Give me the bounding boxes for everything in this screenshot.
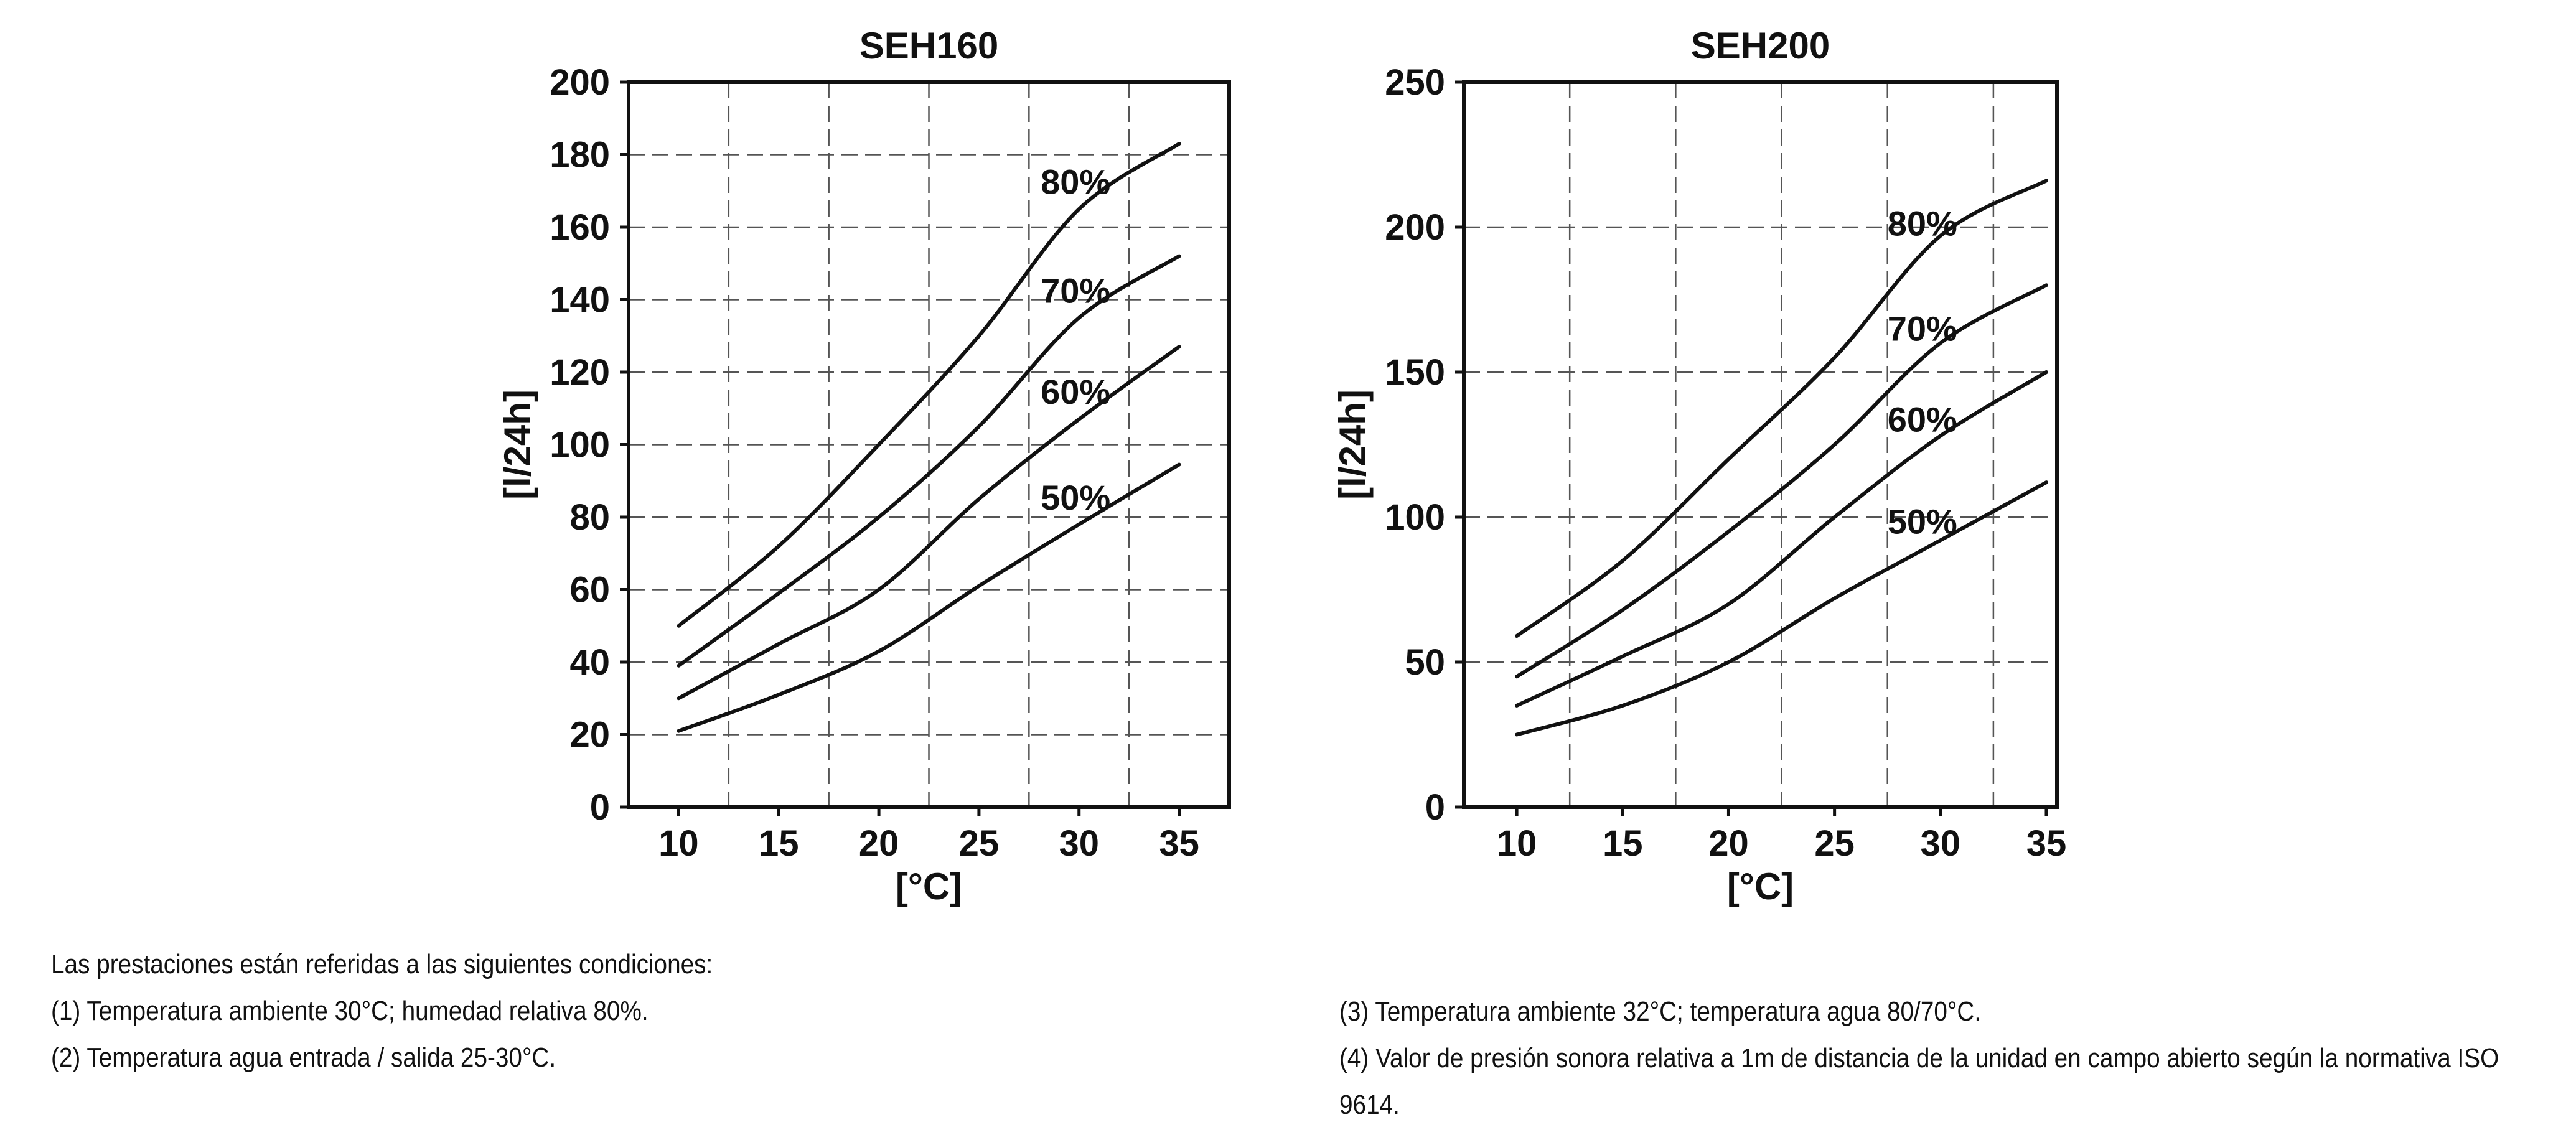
chart-title: SEH200 bbox=[1691, 25, 1830, 67]
series-line bbox=[677, 142, 1181, 628]
y-tick-label: 0 bbox=[1425, 787, 1445, 828]
x-tick-label: 25 bbox=[959, 823, 1000, 864]
x-tick-label: 10 bbox=[658, 823, 699, 864]
note-4-continued: 9614. bbox=[1339, 1090, 1400, 1120]
y-tick-label: 100 bbox=[550, 425, 610, 465]
series-label: 60% bbox=[1041, 372, 1110, 411]
y-tick-label: 50 bbox=[1405, 642, 1445, 683]
x-tick-label: 25 bbox=[1814, 823, 1855, 864]
series-label: 80% bbox=[1041, 162, 1110, 202]
note-1: (1) Temperatura ambiente 30°C; humedad r… bbox=[51, 996, 649, 1026]
y-tick-label: 140 bbox=[550, 280, 610, 320]
y-tick-label: 120 bbox=[550, 352, 610, 393]
series-label: 70% bbox=[1041, 271, 1110, 311]
note-2: (2) Temperatura agua entrada / salida 25… bbox=[51, 1042, 556, 1073]
y-tick-label: 200 bbox=[1385, 207, 1445, 248]
notes-extra: (3) Temperatura ambiente 32°C; temperatu… bbox=[1339, 988, 2499, 1128]
note-3: (3) Temperatura ambiente 32°C; temperatu… bbox=[1339, 996, 1982, 1027]
y-tick-label: 40 bbox=[569, 642, 610, 683]
x-tick-label: 30 bbox=[1921, 823, 1961, 864]
y-tick-label: 100 bbox=[1385, 497, 1445, 538]
y-tick-label: 250 bbox=[1385, 62, 1445, 103]
x-tick-label: 15 bbox=[759, 823, 799, 864]
chart-seh200: 10 15 20 25 30 35 0 50 100 150 200 250 SEH200 [°C] [l/… bbox=[1332, 25, 2066, 907]
x-tick-label: 30 bbox=[1059, 823, 1099, 864]
series-line bbox=[1515, 179, 2048, 638]
y-axis-label: [l/24h] bbox=[497, 390, 538, 500]
y-tick-label: 150 bbox=[1385, 352, 1445, 393]
series-label: 60% bbox=[1888, 400, 1957, 439]
plot-frame bbox=[1462, 80, 2059, 809]
x-tick-label: 15 bbox=[1603, 823, 1643, 864]
series-line bbox=[1515, 283, 2048, 679]
note-4: (4) Valor de presión sonora relativa a 1… bbox=[1339, 1043, 2499, 1073]
y-tick-label: 60 bbox=[569, 570, 610, 610]
y-tick-label: 0 bbox=[590, 787, 610, 828]
y-tick-label: 160 bbox=[550, 207, 610, 248]
series-line bbox=[677, 345, 1181, 701]
y-tick-label: 200 bbox=[550, 62, 610, 103]
chart-seh160: 10 15 20 25 30 35 0 20 40 60 80 100 120 140 160 180 200 S… bbox=[497, 25, 1231, 907]
series-line bbox=[677, 462, 1181, 733]
x-tick-label: 20 bbox=[859, 823, 899, 864]
series-label: 50% bbox=[1888, 502, 1957, 541]
chart-title: SEH160 bbox=[859, 25, 998, 67]
x-axis-label: [°C] bbox=[1727, 866, 1794, 907]
y-tick-label: 20 bbox=[569, 715, 610, 755]
series-line bbox=[677, 254, 1181, 668]
x-tick-label: 35 bbox=[2026, 823, 2067, 864]
x-tick-label: 20 bbox=[1708, 823, 1749, 864]
y-axis-label: [l/24h] bbox=[1332, 390, 1374, 500]
series-line bbox=[1515, 480, 2048, 737]
series-label: 50% bbox=[1041, 478, 1110, 517]
x-axis-label: [°C] bbox=[896, 866, 962, 907]
x-tick-label: 35 bbox=[1159, 823, 1199, 864]
y-tick-label: 80 bbox=[569, 497, 610, 538]
y-tick-label: 180 bbox=[550, 135, 610, 175]
notes-intro: Las prestaciones están referidas a las s… bbox=[51, 949, 713, 979]
series-label: 80% bbox=[1888, 204, 1957, 243]
x-tick-label: 10 bbox=[1497, 823, 1537, 864]
series-label: 70% bbox=[1888, 309, 1957, 348]
notes-conditions: Las prestaciones están referidas a las s… bbox=[51, 941, 713, 1081]
series-line bbox=[1515, 370, 2048, 708]
